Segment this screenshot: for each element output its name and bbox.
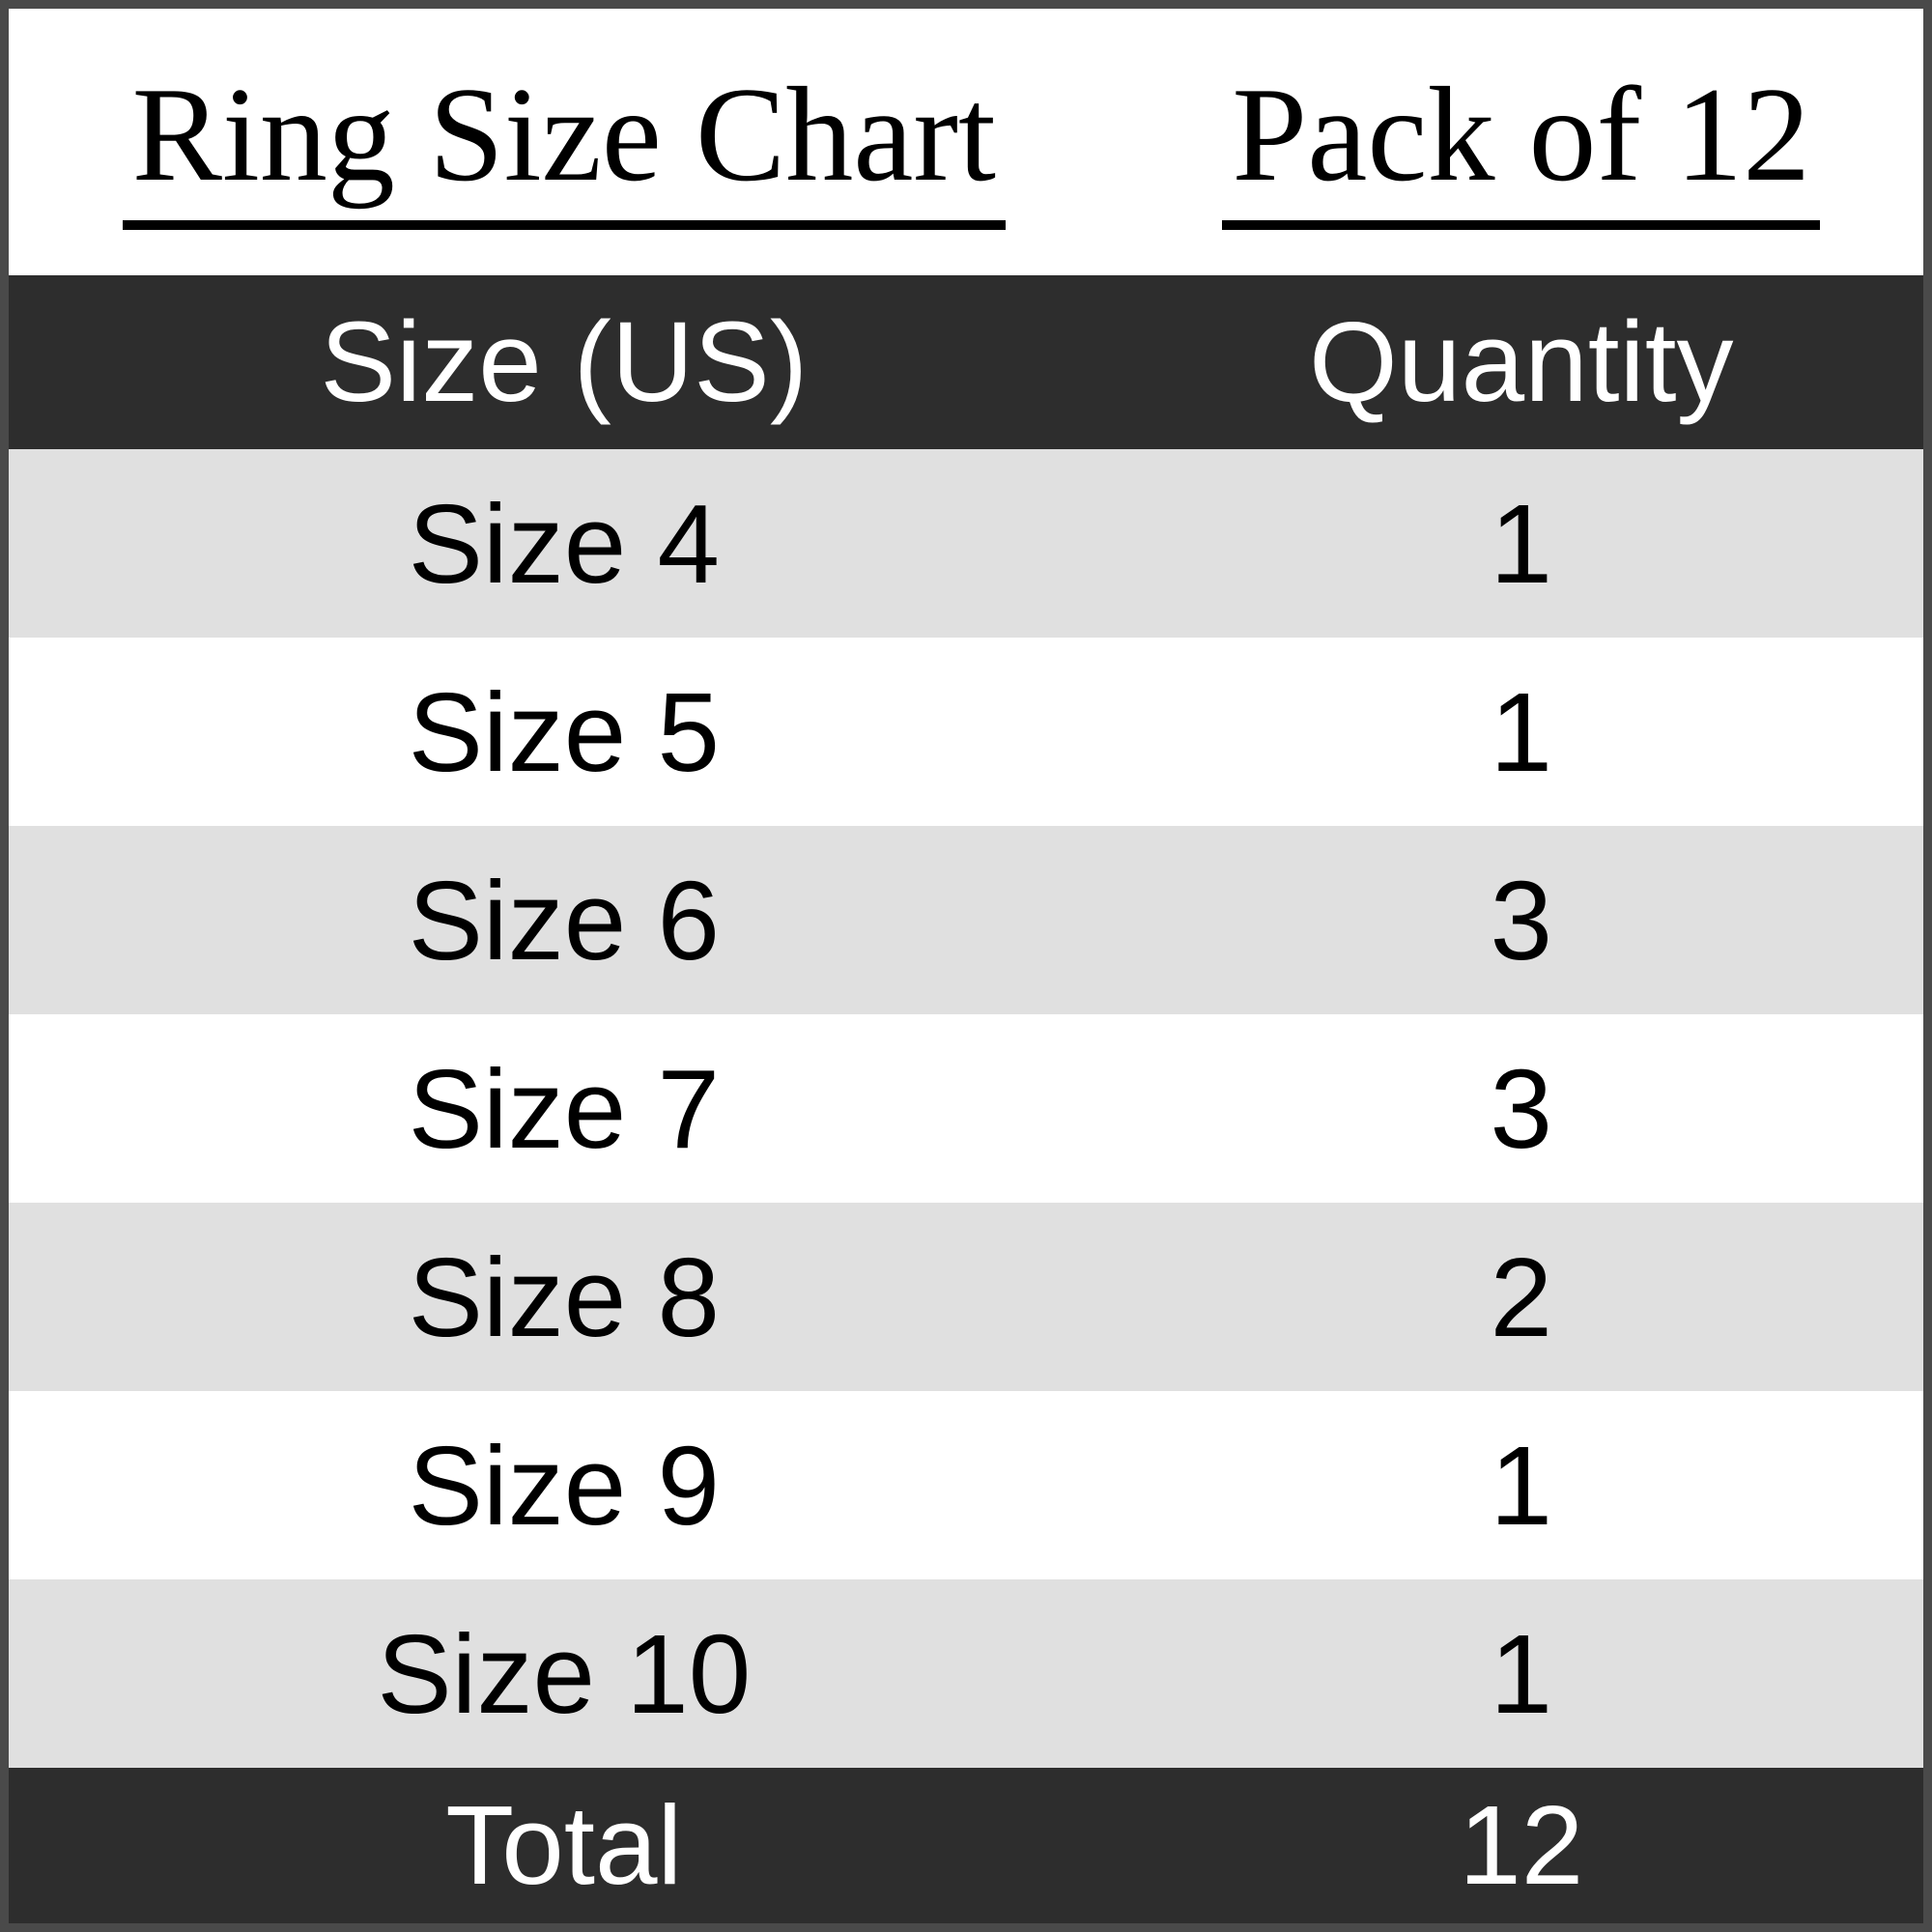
pack-size-title: Pack of 12 bbox=[1222, 54, 1821, 230]
table-body: Size 4 1 Size 5 1 Size 6 3 Size 7 3 Size 8 2 Size … bbox=[9, 449, 1923, 1768]
quantity-cell: 1 bbox=[1490, 668, 1553, 795]
quantity-cell: 1 bbox=[1490, 1610, 1553, 1737]
size-cell: Size 10 bbox=[377, 1610, 752, 1737]
quantity-cell: 1 bbox=[1490, 480, 1553, 607]
column-header-size: Size (US) bbox=[320, 298, 809, 426]
total-label: Total bbox=[445, 1782, 683, 1908]
size-cell: Size 7 bbox=[408, 1045, 720, 1172]
table-row: Size 5 1 bbox=[9, 638, 1923, 826]
table-row: Size 9 1 bbox=[9, 1391, 1923, 1579]
quantity-cell: 1 bbox=[1490, 1422, 1553, 1548]
table-row: Size 8 2 bbox=[9, 1203, 1923, 1391]
size-quantity-table: Size (US) Quantity Size 4 1 Size 5 1 Size 6 3… bbox=[9, 275, 1923, 1923]
size-cell: Size 6 bbox=[408, 857, 720, 983]
table-row: Size 6 3 bbox=[9, 826, 1923, 1014]
size-cell: Size 9 bbox=[408, 1422, 720, 1548]
total-value: 12 bbox=[1459, 1782, 1584, 1908]
table-row: Size 7 3 bbox=[9, 1014, 1923, 1203]
table-row: Size 4 1 bbox=[9, 449, 1923, 638]
quantity-cell: 3 bbox=[1490, 1045, 1553, 1172]
size-cell: Size 8 bbox=[408, 1234, 720, 1360]
column-header-quantity: Quantity bbox=[1309, 298, 1734, 426]
quantity-cell: 3 bbox=[1490, 857, 1553, 983]
title-cell-right: Pack of 12 bbox=[1120, 9, 1923, 275]
page-title: Ring Size Chart bbox=[122, 54, 1006, 230]
table-header-row: Size (US) Quantity bbox=[9, 275, 1923, 449]
size-cell: Size 5 bbox=[408, 668, 720, 795]
table-total-row: Total 12 bbox=[9, 1768, 1923, 1923]
quantity-cell: 2 bbox=[1490, 1234, 1553, 1360]
table-row: Size 10 1 bbox=[9, 1579, 1923, 1768]
title-band: Ring Size Chart Pack of 12 bbox=[9, 9, 1923, 275]
title-cell-left: Ring Size Chart bbox=[9, 9, 1120, 275]
size-cell: Size 4 bbox=[408, 480, 720, 607]
